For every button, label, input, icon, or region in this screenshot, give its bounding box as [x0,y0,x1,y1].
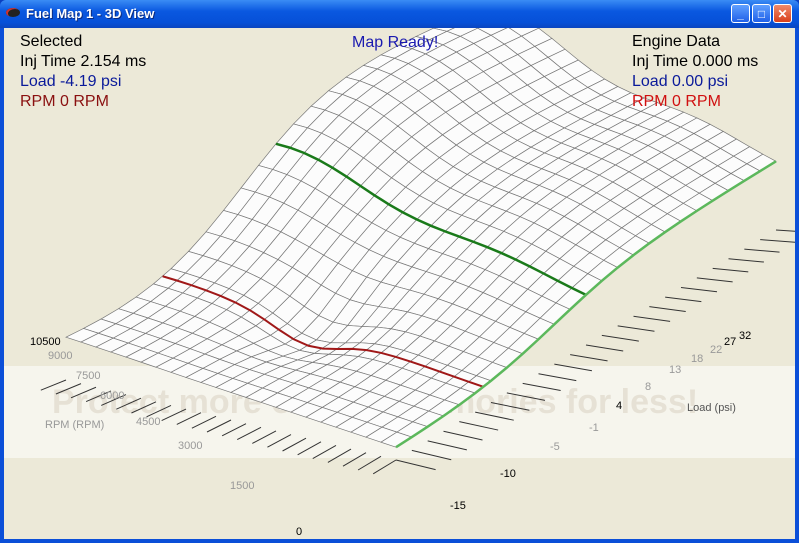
load-grid-tick [680,287,718,293]
close-button[interactable]: ✕ [773,4,792,23]
rpm-grid-tick [161,408,187,422]
engine-load-trace [275,142,587,296]
rpm-tick-label: 7500 [76,370,101,382]
rpm-tick-label: 4500 [136,416,161,428]
load-grid-tick [617,325,655,332]
rpm-grid-tick [116,397,142,410]
load-grid-tick [395,459,436,471]
rpm-tick-label: 6000 [100,390,125,402]
rpm-grid-tick [236,426,262,441]
3d-view-canvas[interactable]: Protect more of your memories for less! … [4,28,795,539]
rpm-tick-label: 3000 [178,440,203,452]
load-tick-label: -15 [450,500,466,512]
load-grid-tick [570,354,608,362]
surface-plot[interactable] [4,28,795,539]
load-grid-tick [585,344,624,352]
load-axis-label: Load (psi) [687,402,736,414]
load-grid-tick [522,382,561,392]
load-grid-tick [649,306,686,312]
title-bar[interactable]: Fuel Map 1 - 3D View _ □ ✕ [0,0,799,28]
load-grid-tick [775,229,795,232]
load-grid-tick [427,440,467,451]
engine-data-panel: Engine Data Inj Time 0.000 ms Load 0.00 … [632,32,758,112]
load-grid-tick [538,373,577,382]
load-grid-tick [760,239,795,243]
engine-rpm-trace [395,160,777,449]
engine-rpm: RPM 0 RPM [632,93,721,110]
maximize-button[interactable]: □ [752,4,771,23]
rpm-grid-tick [357,455,382,471]
load-tick-label: 8 [645,381,652,393]
rpm-grid-tick [221,423,247,437]
minimize-button[interactable]: _ [731,4,750,23]
load-grid-tick [696,277,733,283]
rpm-grid-tick [297,441,322,456]
rpm-grid-tick [176,412,202,425]
load-tick-label: -1 [589,422,599,434]
load-grid-tick [411,449,452,461]
rpm-grid-tick [342,452,367,467]
load-grid-tick [475,411,514,421]
load-grid-tick [728,258,764,263]
rpm-grid-tick [327,448,352,463]
selected-load-trace [162,275,484,388]
load-tick-label: 22 [710,344,723,356]
load-tick-label: 13 [669,364,682,376]
load-grid-tick [459,421,499,431]
rpm-grid-tick [312,445,337,460]
engine-inj-time: Inj Time 0.000 ms [632,53,759,70]
load-grid-tick [712,267,749,273]
rpm-grid-tick [372,459,397,475]
engine-load: Load 0.00 psi [632,73,729,90]
rpm-grid-tick [40,379,67,391]
selected-heading: Selected [20,33,83,50]
selected-rpm: RPM 0 RPM [20,93,109,110]
status-text: Map Ready! [352,34,439,51]
rpm-grid-tick [191,415,217,429]
rpm-tick-label: 1500 [230,480,255,492]
load-tick-label: 32 [739,330,752,342]
rpm-axis-label: RPM (RPM) [45,419,105,431]
rpm-grid-tick [85,390,112,403]
rpm-grid-tick [146,405,172,418]
load-tick-label: 18 [691,353,704,365]
load-grid-tick [601,334,639,342]
rpm-grid-tick [206,419,232,433]
rpm-grid-tick [282,437,307,452]
load-tick-label: 27 [724,336,737,348]
rpm-grid-tick [55,383,82,395]
load-grid-tick [665,296,702,303]
load-grid-tick [443,430,483,441]
rpm-grid-tick [252,430,277,444]
load-tick-label: -5 [550,441,560,453]
app-logo-icon [6,8,20,17]
load-grid-tick [506,392,546,401]
load-grid-tick [744,248,780,253]
rpm-grid-tick [101,394,127,406]
load-tick-label: 4 [616,400,623,412]
engine-heading: Engine Data [632,33,721,50]
rpm-grid-tick [131,401,157,414]
load-grid-tick [490,402,530,411]
rpm-grid-tick [267,434,292,448]
rpm-tick-label: 9000 [48,350,73,362]
load-tick-label: -10 [500,468,516,480]
rpm-grid-tick [70,386,97,399]
selected-panel: Selected Inj Time 2.154 ms Load -4.19 ps… [20,32,146,112]
rpm-tick-label: 0 [296,526,303,538]
load-grid-tick [633,315,671,322]
load-grid-tick [554,363,593,372]
selected-load: Load -4.19 psi [20,73,122,90]
rpm-tick-label: 10500 [30,336,61,348]
selected-inj-time: Inj Time 2.154 ms [20,53,147,70]
window-title: Fuel Map 1 - 3D View [26,6,155,21]
